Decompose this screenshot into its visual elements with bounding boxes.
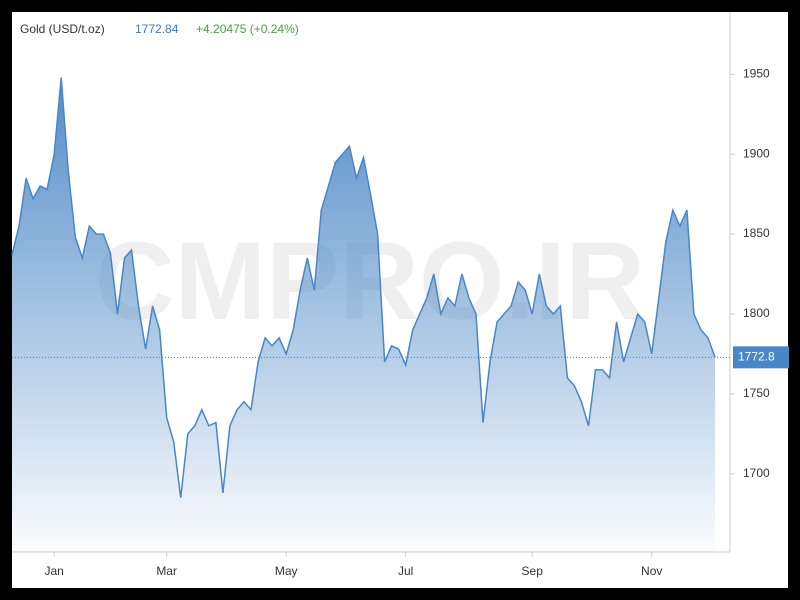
y-tick-label: 1900 (743, 146, 770, 160)
line (11, 77, 716, 498)
y-tick-label: 1750 (743, 386, 770, 400)
price-tag: 1772.8 (738, 350, 775, 364)
y-tick-label: 1700 (743, 466, 770, 480)
price-change: +4.20475 (+0.24%) (196, 22, 299, 36)
y-tick-label: 1800 (743, 306, 770, 320)
area (12, 77, 715, 552)
y-tick-label: 1950 (743, 66, 770, 80)
x-tick-label: Nov (641, 564, 662, 578)
last-price: 1772.84 (135, 22, 179, 36)
x-tick-label: Jan (45, 564, 64, 578)
x-tick-label: May (275, 564, 298, 578)
y-tick-label: 1850 (743, 226, 770, 240)
price-tag-box (733, 346, 789, 369)
x-tick-label: Jul (398, 564, 413, 578)
x-tick-label: Mar (156, 564, 177, 578)
x-tick-label: Sep (522, 564, 544, 578)
chart-title: Gold (USD/t.oz) (20, 22, 105, 36)
